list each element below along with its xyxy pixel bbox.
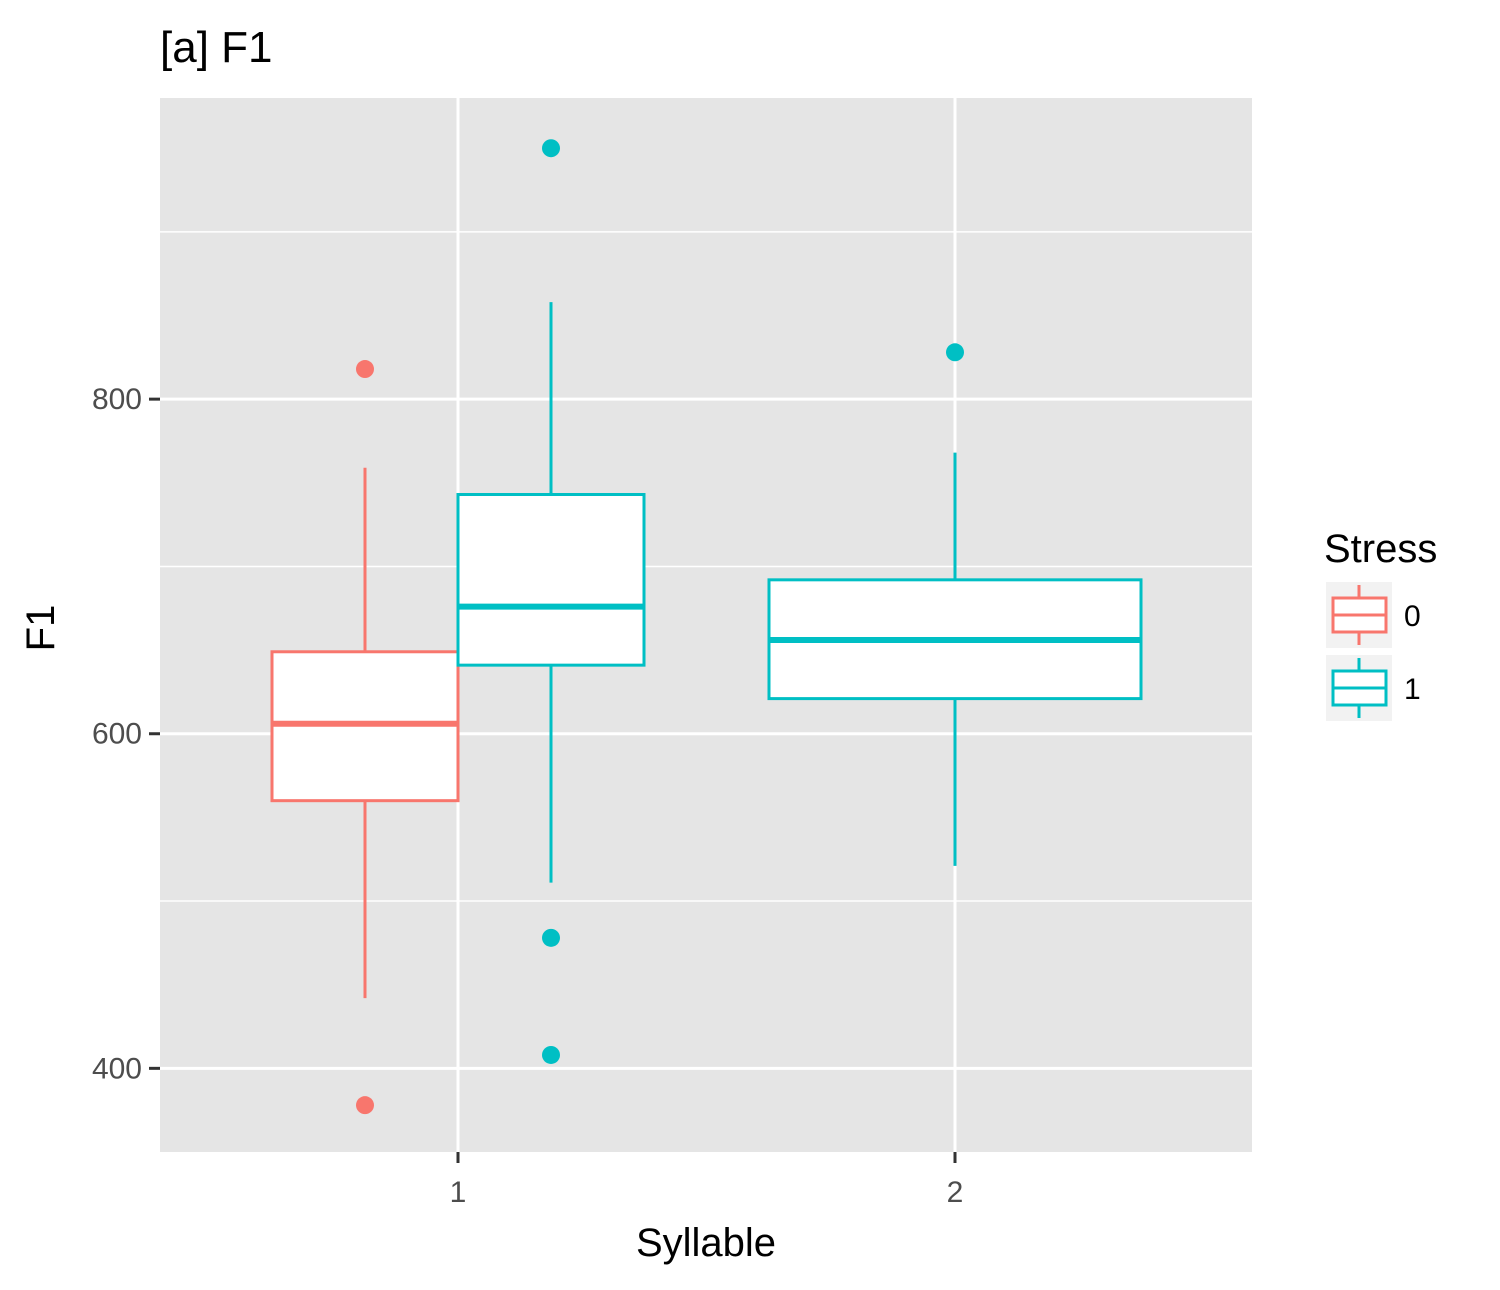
box-layer: [270, 139, 1143, 1115]
box-group: [767, 343, 1143, 866]
box-group: [456, 139, 646, 1064]
outlier-point: [946, 343, 964, 362]
outlier-point: [356, 360, 374, 379]
outlier-point: [542, 928, 560, 947]
legend-title: Stress: [1324, 527, 1437, 571]
legend-key-1: [1326, 655, 1392, 721]
y-tick-label: 600: [92, 718, 142, 751]
y-axis-title: F1: [19, 605, 63, 652]
x-tick-label: 1: [450, 1176, 467, 1209]
x-axis-title: Syllable: [636, 1221, 776, 1265]
legend: Stress 0 1: [1324, 527, 1437, 721]
legend-label: 0: [1404, 600, 1421, 633]
legend-key-0: [1326, 582, 1392, 648]
y-tick-label: 400: [92, 1052, 142, 1085]
outlier-point: [542, 1045, 560, 1064]
y-tick-label: 800: [92, 383, 142, 416]
x-tick-label: 2: [947, 1176, 964, 1209]
legend-label: 1: [1404, 673, 1421, 706]
chart-title: [a] F1: [160, 23, 273, 72]
outlier-point: [356, 1096, 374, 1115]
box-group: [270, 360, 460, 1115]
axis-layer: 400 600 800 1 2: [92, 383, 963, 1209]
box-iqr: [456, 493, 646, 667]
outlier-point: [542, 139, 560, 158]
